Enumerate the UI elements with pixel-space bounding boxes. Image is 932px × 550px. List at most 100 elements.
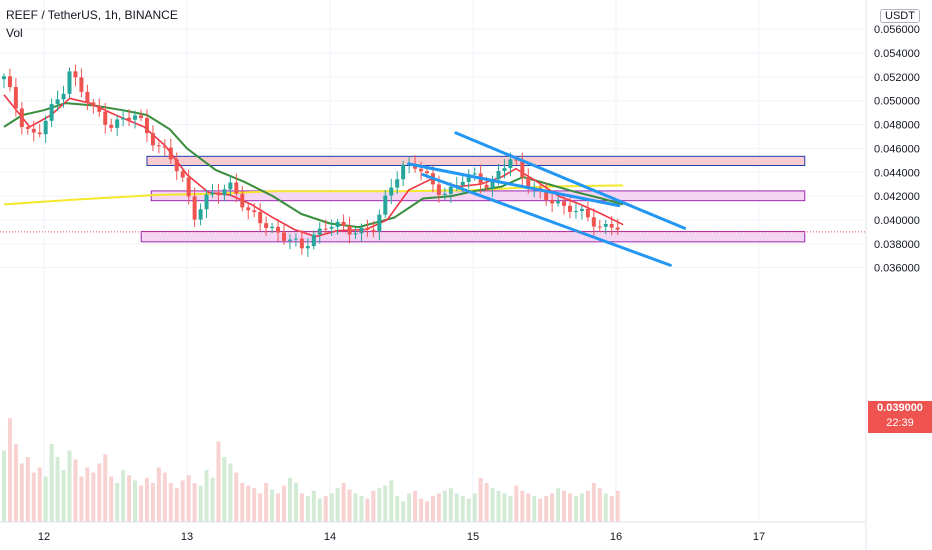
volume-bar: [615, 490, 620, 522]
time-axis[interactable]: 12 13 14 15 16 17: [38, 531, 765, 543]
candle-up: [389, 187, 394, 196]
volume-bar: [591, 483, 596, 522]
volume-bar: [67, 450, 72, 522]
volume-bar: [502, 493, 507, 522]
candle-up: [204, 194, 209, 210]
candle-down: [568, 205, 573, 212]
volume-bar: [97, 463, 102, 522]
candle-down: [514, 159, 519, 161]
candle-down: [609, 224, 614, 228]
candle-up: [311, 234, 316, 247]
time-tick-label: 17: [753, 531, 765, 543]
candle-down: [365, 227, 370, 230]
volume-bar: [508, 496, 513, 522]
candle-down: [150, 133, 155, 146]
volume-bar: [240, 483, 245, 522]
time-tick-label: 13: [181, 531, 193, 543]
candle-down: [258, 212, 263, 224]
volume-bar: [19, 463, 24, 522]
candle-down: [240, 193, 245, 208]
volume-bar: [407, 493, 412, 522]
volume-bar: [472, 493, 477, 522]
candle-down: [85, 91, 90, 103]
candle-down: [127, 117, 132, 120]
volume-bar: [210, 477, 215, 522]
candle-up: [210, 192, 215, 195]
candle-down: [562, 201, 567, 206]
candle-down: [13, 87, 18, 109]
candle-down: [19, 108, 24, 128]
candle-down: [168, 147, 173, 160]
volume-bar: [478, 477, 483, 522]
volume-bar: [150, 483, 155, 522]
volume-bar: [252, 488, 257, 522]
price-tick-label: 0.038000: [874, 239, 920, 251]
volume-bar: [484, 483, 489, 522]
candle-down: [276, 226, 281, 233]
symbol-title[interactable]: REEF / TetherUS, 1h, BINANCE: [6, 8, 178, 22]
volume-bar: [270, 489, 275, 522]
candle-down: [425, 171, 430, 174]
candle-down: [597, 226, 602, 228]
candle-up: [442, 193, 447, 195]
grid: [0, 0, 866, 522]
volume-bar: [526, 493, 531, 522]
price-tick-label: 0.052000: [874, 72, 920, 84]
volume-bar: [359, 496, 364, 522]
candle-down: [341, 221, 346, 227]
candle-down: [186, 177, 191, 197]
candle-up: [305, 246, 310, 249]
candle-down: [585, 208, 590, 218]
volume-bar: [466, 498, 471, 522]
volume-bar: [222, 457, 227, 522]
currency-unit-badge[interactable]: USDT: [880, 9, 920, 23]
candle-down: [323, 228, 328, 230]
volume-bar: [597, 488, 602, 522]
candle-up: [490, 179, 495, 189]
candle-up: [556, 201, 561, 204]
volume-bar: [419, 498, 424, 522]
volume-bar: [121, 470, 126, 522]
volume-bar: [353, 493, 358, 522]
candle-up: [222, 189, 227, 196]
volume-bar: [603, 493, 608, 522]
volume-bar: [156, 467, 161, 522]
volume-bar: [430, 496, 435, 522]
volume-bar: [293, 483, 298, 522]
candle-down: [174, 159, 179, 172]
candle-up: [293, 238, 298, 240]
candle-up: [1, 76, 6, 80]
volume-bar: [287, 477, 292, 522]
candle-up: [579, 208, 584, 212]
volume-bar: [103, 454, 108, 522]
price-tick-label: 0.042000: [874, 191, 920, 203]
volume-bar: [585, 490, 590, 522]
volume-bar: [228, 463, 233, 522]
price-tick-label: 0.044000: [874, 167, 920, 179]
volume-bar: [139, 485, 144, 522]
candle-up: [508, 159, 513, 169]
candle-down: [282, 232, 287, 241]
volume-bar: [43, 476, 48, 522]
candle-up: [133, 115, 138, 120]
candle-down: [520, 160, 525, 178]
volume-bar: [216, 441, 221, 522]
candle-up: [198, 209, 203, 220]
volume-bar: [556, 488, 561, 522]
price-axis[interactable]: 0.056000 0.054000 0.052000 0.050000 0.048000…: [874, 24, 920, 275]
volume-legend[interactable]: Vol: [6, 26, 23, 40]
candle-down: [216, 192, 221, 196]
candle-up: [401, 164, 406, 180]
candle-down: [139, 115, 144, 118]
volume-bar: [25, 457, 30, 522]
volume-bar: [395, 496, 400, 522]
time-tick-label: 12: [38, 531, 50, 543]
candle-up: [359, 227, 364, 234]
candle-down: [162, 146, 167, 148]
price-tick-label: 0.046000: [874, 143, 920, 155]
volume-bar: [115, 483, 120, 522]
candle-down: [192, 196, 197, 220]
volume-bar: [127, 475, 132, 522]
candle-down: [25, 127, 30, 129]
